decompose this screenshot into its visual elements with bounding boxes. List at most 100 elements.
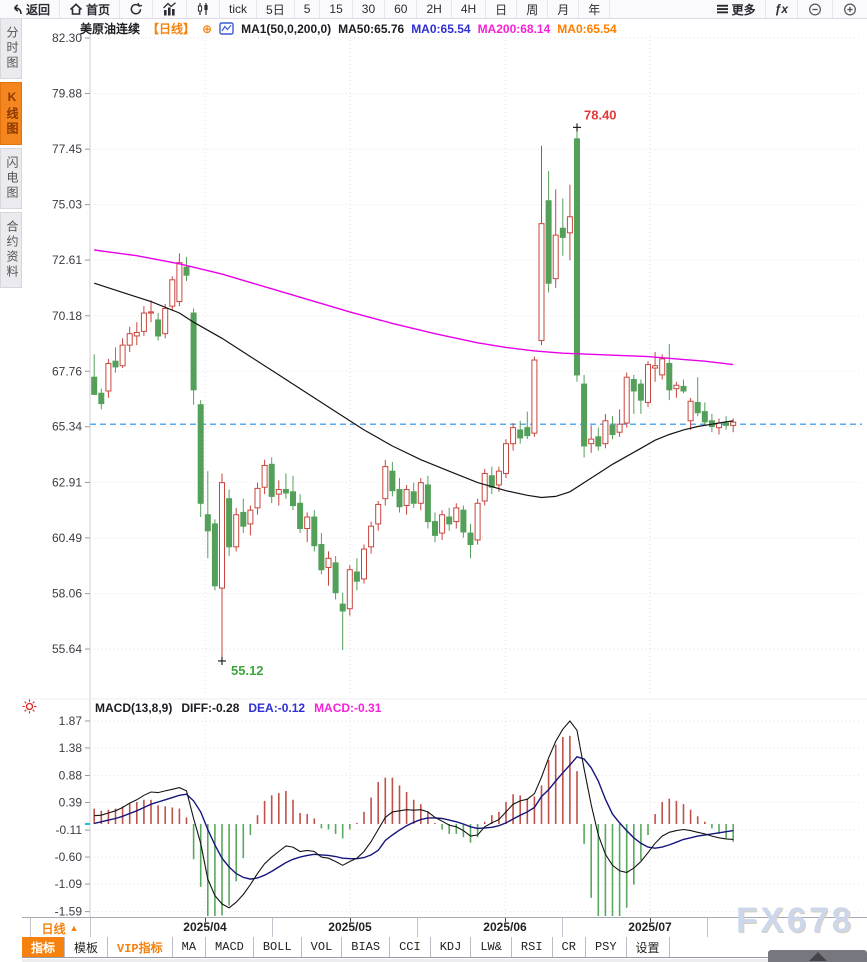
topbar-item-bar-chart[interactable]: [153, 0, 188, 18]
svg-text:-1.59: -1.59: [55, 905, 83, 919]
indicator-tab-MA[interactable]: MA: [173, 937, 207, 957]
topbar-item-week[interactable]: 周: [517, 0, 549, 18]
indicator-sun-icon[interactable]: [22, 699, 37, 719]
topbar-item-day[interactable]: 日: [486, 0, 518, 18]
candle: [432, 521, 438, 536]
add-indicator-icon[interactable]: ⊕: [202, 21, 213, 36]
home-icon: [69, 2, 83, 16]
topbar-item-label: 5: [303, 2, 311, 16]
topbar-item-tick[interactable]: tick: [220, 0, 258, 18]
macd-histogram: [93, 735, 735, 916]
svg-text:75.03: 75.03: [52, 198, 82, 212]
indicator-tab-VOL[interactable]: VOL: [302, 937, 343, 957]
candle: [666, 362, 673, 391]
candle: [559, 227, 566, 238]
bottom-strip: [0, 959, 867, 962]
indicator-tab-VIP指标[interactable]: VIP指标: [108, 937, 173, 957]
indicator-tab-模板[interactable]: 模板: [65, 937, 109, 957]
candle: [346, 569, 353, 610]
sidebar-tab-合约资料[interactable]: 合约资料: [0, 212, 22, 288]
candle: [204, 514, 211, 532]
sidebar-tab-分时图[interactable]: 分时图: [0, 18, 22, 79]
macd-value: MACD:-0.31: [314, 701, 382, 715]
candle: [595, 436, 602, 447]
macd-panel-header: MACD(13,8,9) DIFF:-0.28 DEA:-0.12 MACD:-…: [95, 701, 381, 715]
candle: [637, 383, 644, 401]
topbar-item-label: 2H: [426, 2, 442, 16]
indicator-tab-BOLL[interactable]: BOLL: [254, 937, 302, 957]
menu-icon: [716, 3, 729, 15]
candle: [495, 470, 502, 486]
candle: [318, 544, 325, 571]
candle: [290, 491, 296, 507]
macd-settings-label: MACD(13,8,9): [95, 701, 173, 715]
topbar-item-zoom-out[interactable]: [798, 0, 833, 18]
indicator-tab-KDJ[interactable]: KDJ: [431, 937, 472, 957]
indicator-tab-CCI[interactable]: CCI: [390, 937, 431, 957]
candle: [410, 491, 417, 504]
topbar-item-label: 60: [394, 2, 408, 16]
svg-text:62.91: 62.91: [52, 475, 82, 489]
svg-text:1.38: 1.38: [59, 741, 83, 755]
indicator-tab-指标[interactable]: 指标: [22, 937, 66, 957]
period-selector-label: 日线: [41, 921, 66, 936]
topbar-item-home[interactable]: 首页: [60, 0, 121, 18]
period-tag[interactable]: 【日线】: [147, 22, 196, 36]
candle: [623, 376, 630, 424]
candlestick-series[interactable]: [91, 127, 737, 661]
candle: [602, 420, 609, 445]
candle: [545, 200, 552, 284]
indicator-tab-LW&[interactable]: LW&: [471, 937, 512, 957]
topbar-item-refresh[interactable]: [120, 0, 154, 18]
candle: [403, 489, 410, 507]
topbar-item-5d[interactable]: 5日: [257, 0, 295, 18]
topbar-item-year[interactable]: 年: [579, 0, 611, 18]
topbar-item-candle-chart[interactable]: [187, 0, 221, 18]
chart-type-sidebar: 分时图 K线图闪电图合约资料: [0, 18, 22, 962]
topbar-item-back[interactable]: 返回: [0, 0, 61, 18]
indicator-tab-设置[interactable]: 设置: [627, 937, 670, 957]
topbar-item-2h[interactable]: 2H: [417, 0, 452, 18]
topbar-item-label: 周: [526, 2, 539, 17]
topbar-item-4h[interactable]: 4H: [452, 0, 487, 18]
scroll-top-button[interactable]: [768, 950, 867, 962]
candle: [581, 383, 588, 447]
indicator-tab-CR[interactable]: CR: [553, 937, 586, 957]
indicator-tab-PSY[interactable]: PSY: [586, 937, 627, 957]
indicator-tab-RSI[interactable]: RSI: [512, 937, 553, 957]
sidebar-tab-K线图[interactable]: K线图: [0, 82, 22, 145]
candle: [609, 424, 616, 436]
candle: [332, 562, 339, 594]
indicator-tab-BIAS[interactable]: BIAS: [342, 937, 391, 957]
period-selector[interactable]: 日线 ▲: [30, 918, 90, 938]
topbar-item-5[interactable]: 5: [295, 0, 321, 18]
candle: [453, 507, 460, 523]
topbar-item-15[interactable]: 15: [320, 0, 353, 18]
candle: [339, 603, 346, 612]
topbar-item-30[interactable]: 30: [353, 0, 386, 18]
candle: [197, 404, 204, 504]
topbar-item-zoom-in[interactable]: [833, 0, 867, 18]
topbar-item-month[interactable]: 月: [548, 0, 580, 18]
svg-text:-0.11: -0.11: [56, 823, 83, 837]
candle: [424, 484, 431, 523]
topbar-item-label: 5日: [266, 2, 285, 17]
candle: [211, 523, 218, 587]
sidebar-tab-闪电图[interactable]: 闪电图: [0, 148, 22, 209]
candle: [148, 311, 154, 314]
indicator-tab-MACD[interactable]: MACD: [206, 937, 254, 957]
candle: [126, 333, 133, 346]
topbar-item-more[interactable]: 更多: [707, 0, 766, 18]
month-label: 2025/05: [328, 920, 372, 934]
candle: [105, 362, 112, 392]
topbar-item-label: 15: [329, 2, 343, 16]
candle: [275, 489, 282, 495]
topbar-item-fx[interactable]: ƒx: [766, 0, 798, 18]
dea-value: DEA:-0.12: [248, 701, 306, 715]
svg-text:0.39: 0.39: [59, 796, 83, 810]
candle: [588, 438, 595, 445]
topbar-item-60[interactable]: 60: [385, 0, 418, 18]
topbar-item-label: 4H: [460, 2, 477, 16]
candle: [219, 482, 225, 589]
